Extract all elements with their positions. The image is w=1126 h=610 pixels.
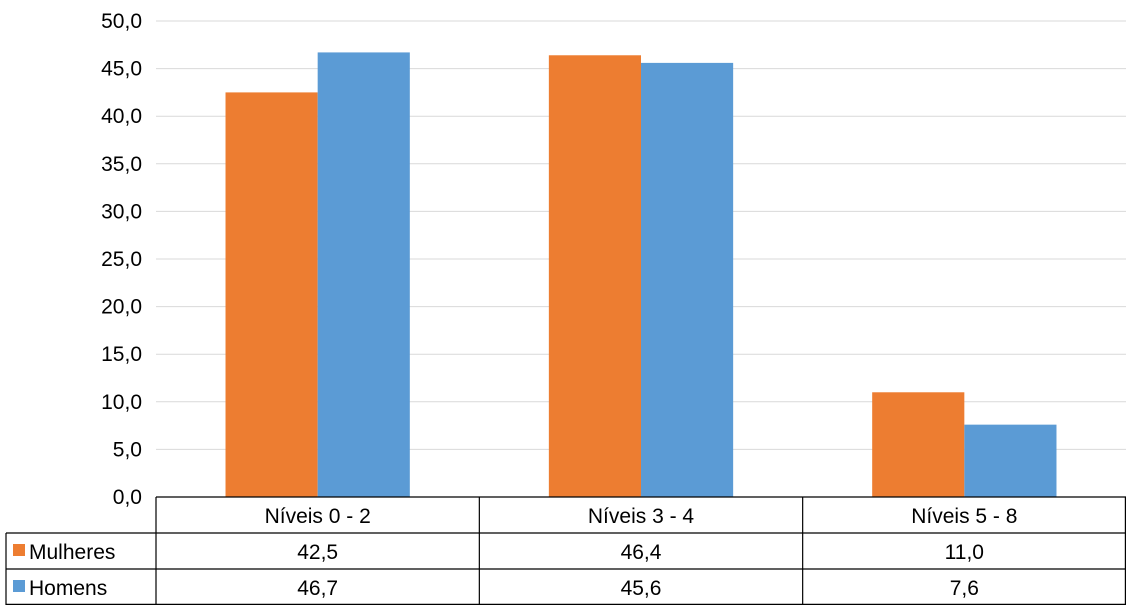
data-value-label: 7,6 xyxy=(950,577,979,600)
y-tick-label: 50,0 xyxy=(101,10,142,33)
bar xyxy=(641,62,734,497)
y-tick-label: 0,0 xyxy=(113,486,142,509)
bar xyxy=(225,92,318,498)
category-label: Níveis 0 - 2 xyxy=(265,505,371,528)
y-tick-label: 30,0 xyxy=(101,200,142,223)
y-tick-label: 15,0 xyxy=(101,343,142,366)
data-value-label: 46,7 xyxy=(297,577,338,600)
bar xyxy=(317,52,410,497)
y-tick-label: 35,0 xyxy=(101,153,142,176)
data-value-label: 46,4 xyxy=(621,541,662,564)
data-table: Níveis 0 - 2 Níveis 3 - 4 Níveis 5 - 8 Mulh… xyxy=(5,496,1126,606)
y-tick-label: 25,0 xyxy=(101,248,142,271)
y-tick-label: 10,0 xyxy=(101,391,142,414)
category-label: Níveis 5 - 8 xyxy=(911,505,1017,528)
y-tick-label: 45,0 xyxy=(101,58,142,81)
y-tick-label: 20,0 xyxy=(101,296,142,319)
legend-key xyxy=(13,544,25,556)
legend-key xyxy=(13,580,25,592)
legend-label: Mulheres xyxy=(29,541,115,564)
data-value-label: 45,6 xyxy=(621,577,662,600)
y-tick-label: 40,0 xyxy=(101,105,142,128)
bar xyxy=(872,392,965,497)
y-axis: 0,0 5,0 10,0 15,0 20,0 25,0 30,0 35,0 40,0 45,0 50… xyxy=(101,10,142,509)
data-value-label: 11,0 xyxy=(945,541,984,564)
bar xyxy=(548,55,641,497)
bar xyxy=(964,424,1057,497)
legend-label: Homens xyxy=(29,577,107,600)
category-label: Níveis 3 - 4 xyxy=(588,505,695,528)
y-tick-label: 5,0 xyxy=(113,438,142,461)
data-value-label: 42,5 xyxy=(297,541,338,564)
bars xyxy=(225,52,1057,498)
